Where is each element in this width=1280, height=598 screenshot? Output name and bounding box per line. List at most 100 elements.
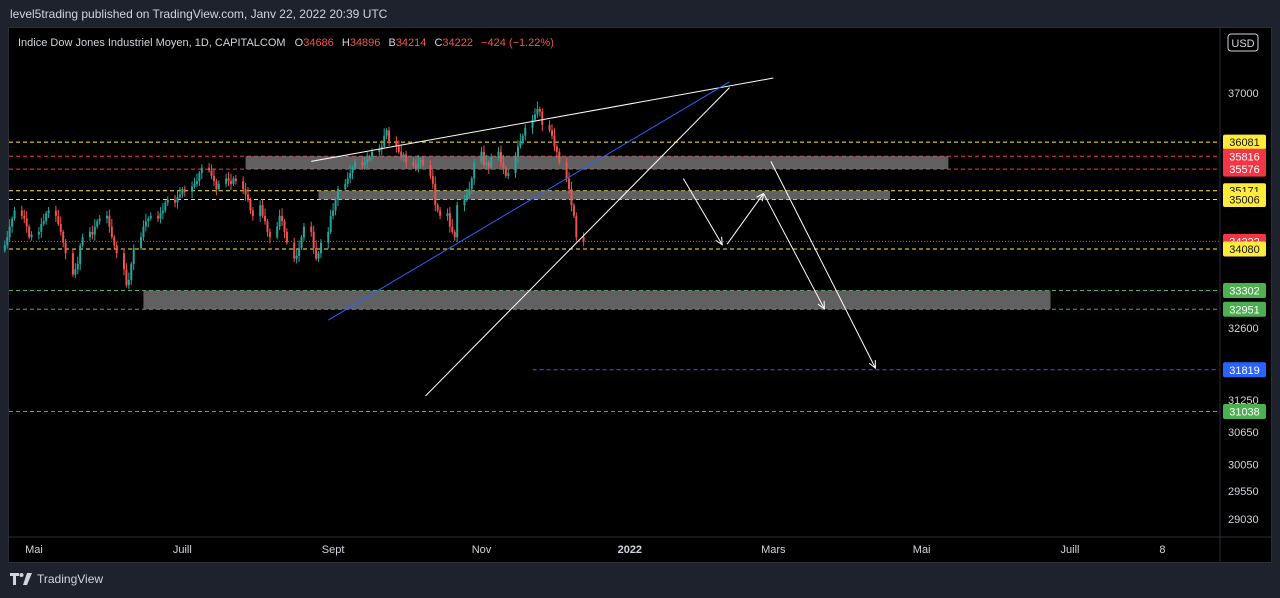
price-badge-text: 31038: [1229, 407, 1260, 419]
symbol-title: Indice Dow Jones Industriel Moyen, 1D, C…: [18, 37, 286, 49]
candle-body: [531, 119, 534, 128]
candle-body: [470, 178, 473, 190]
price-badge-text: 35006: [1229, 195, 1260, 207]
candle-body: [96, 221, 99, 227]
candle-body: [582, 237, 585, 242]
candle-body: [344, 183, 347, 190]
candle-body: [249, 199, 252, 211]
candle-body: [140, 237, 143, 248]
candle-body: [487, 162, 490, 168]
candle-body: [11, 218, 14, 227]
candle-body: [315, 247, 318, 259]
candle-body: [434, 183, 437, 206]
candle-body: [524, 127, 527, 136]
arrow-0: [682, 178, 723, 245]
high-value: 34896: [350, 37, 381, 49]
candle-body: [259, 205, 262, 216]
candle-body: [174, 199, 177, 203]
candle-body: [178, 194, 181, 198]
price-level-lines: [9, 141, 1219, 412]
zone-1: [318, 190, 891, 200]
x-tick-label: Juill: [1061, 544, 1080, 556]
candle-body: [159, 213, 162, 219]
candle-body: [28, 226, 31, 238]
candle-body: [366, 159, 369, 163]
candle-body: [485, 162, 488, 166]
arrow-2: [763, 193, 825, 310]
candle-body: [310, 226, 313, 232]
y-tick-label: 30650: [1228, 427, 1259, 439]
candle-body: [278, 215, 281, 227]
candle-body: [570, 189, 573, 206]
candle-body: [536, 109, 539, 115]
candle-body: [147, 218, 150, 222]
arrow-head-3: [868, 360, 876, 370]
price-badge-35006: 35006: [1223, 192, 1266, 208]
candle-body: [402, 154, 405, 158]
currency-label: USD: [1231, 38, 1254, 50]
candles: [3, 101, 585, 289]
candle-body: [385, 130, 388, 136]
candle-body: [405, 154, 408, 163]
candle-body: [419, 159, 422, 163]
candle-body: [225, 178, 228, 184]
candle-body: [533, 114, 536, 120]
candle-body: [191, 186, 194, 192]
price-badge-35816: 35816: [1223, 148, 1266, 164]
candle-body: [276, 226, 279, 238]
price-badge-bg: [1223, 134, 1266, 150]
candle-body: [575, 215, 578, 238]
candle-body: [71, 253, 74, 275]
price-badge-bg: [1223, 241, 1266, 257]
candle-body: [334, 199, 337, 211]
price-badge-bg: [1223, 362, 1266, 378]
projection-arrows: [682, 161, 876, 370]
x-tick-label: Mars: [761, 544, 786, 556]
candle-body: [283, 221, 286, 232]
candle-body: [130, 263, 133, 280]
price-badge-31038: 31038: [1223, 404, 1266, 419]
candle-body: [266, 221, 269, 232]
candle-body: [429, 165, 432, 176]
footer-brand: TradingView: [37, 572, 104, 586]
candle-body: [42, 221, 45, 224]
candle-body: [490, 157, 493, 168]
candle-body: [388, 130, 391, 142]
price-badge-text: 34080: [1229, 244, 1260, 256]
close-value: 34222: [442, 37, 473, 49]
candle-body: [332, 210, 335, 216]
price-badge-bg: [1223, 161, 1266, 177]
currency-button[interactable]: USD: [1227, 33, 1259, 52]
candle-body: [215, 181, 218, 190]
price-badge-36081: 36081: [1223, 134, 1266, 150]
candle-body: [113, 237, 116, 246]
candle-body: [25, 218, 28, 227]
trendline-0: [311, 77, 774, 162]
candle-body: [76, 263, 79, 270]
candle-body: [397, 146, 400, 152]
candle-body: [200, 167, 203, 174]
candle-body: [122, 253, 125, 270]
candle-body: [368, 157, 371, 160]
candle-body: [81, 237, 84, 246]
candle-body: [519, 141, 522, 147]
chart-legend: Indice Dow Jones Industriel Moyen, 1D, C…: [18, 37, 554, 49]
price-badge-text: 35576: [1229, 164, 1260, 176]
candle-body: [23, 215, 26, 219]
x-tick-label: 8: [1159, 544, 1165, 556]
candle-body: [217, 183, 220, 190]
candle-body: [516, 146, 519, 158]
candle-body: [465, 194, 468, 200]
candle-body: [183, 189, 186, 192]
candle-body: [57, 215, 60, 224]
candle-body: [232, 178, 235, 184]
candle-body: [497, 151, 500, 158]
price-badge-bg: [1223, 192, 1266, 208]
x-tick-label: Nov: [472, 544, 492, 556]
zone-2: [143, 290, 1051, 310]
candle-body: [125, 269, 128, 286]
candle-body: [212, 175, 215, 182]
candle-body: [105, 215, 108, 219]
